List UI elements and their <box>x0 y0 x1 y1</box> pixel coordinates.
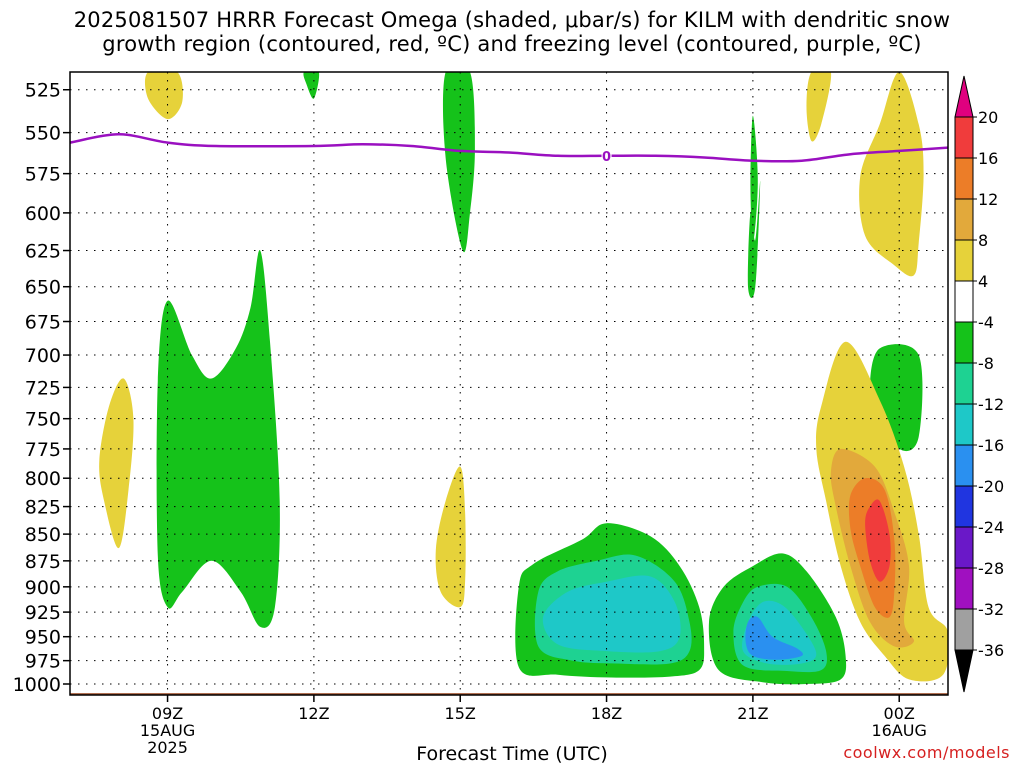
x-tick-date-09Z: 15AUG <box>140 721 195 740</box>
colorbar-label-0: 20 <box>978 108 998 127</box>
omega-region-21 <box>745 616 803 660</box>
omega-region-17 <box>542 575 681 653</box>
colorbar-label-4: 4 <box>978 272 988 291</box>
y-tick-label-900: 900 <box>25 577 61 599</box>
omega-region-9 <box>435 466 466 608</box>
colorbar-label-10: -24 <box>978 518 1004 537</box>
y-tick-label-975: 975 <box>25 651 61 673</box>
contour-overlay-layer: 0 <box>70 133 948 695</box>
omega-region-3 <box>806 72 832 142</box>
y-tick-label-550: 550 <box>25 123 61 145</box>
x-axis-title: Forecast Time (UTC) <box>416 743 608 765</box>
colorbar-box-5 <box>954 321 974 364</box>
colorbar-box-10 <box>954 526 974 569</box>
colorbar-box-9 <box>954 485 974 528</box>
colorbar-box-3 <box>954 239 974 282</box>
omega-region-2 <box>442 72 475 253</box>
x-tick-label-21Z: 21Z <box>737 704 768 723</box>
y-tick-label-575: 575 <box>25 164 61 186</box>
surface-ground <box>70 693 948 695</box>
colorbar-box-11 <box>954 567 974 610</box>
chart-title-line-2: growth region (contoured, red, ºC) and f… <box>102 32 922 56</box>
colorbar-top-tip <box>954 75 974 118</box>
colorbar-label-6: -8 <box>978 354 994 373</box>
omega-region-8 <box>156 250 280 628</box>
omega-region-7 <box>99 378 134 549</box>
freezing-level-contour <box>70 133 948 163</box>
x-tick-year-09Z: 2025 <box>147 738 188 757</box>
omega-region-0 <box>145 72 183 120</box>
y-tick-label-675: 675 <box>25 312 61 334</box>
x-tick-label-00Z: 00Z <box>884 704 915 723</box>
y-tick-label-725: 725 <box>25 377 61 399</box>
colorbar-bottom-tip <box>954 649 974 693</box>
y-tick-label-700: 700 <box>25 345 61 367</box>
colorbar-box-4 <box>954 280 974 323</box>
colorbar: 20 16 12 8 4 -4 -8 -12 -16 -20 -24 -28 -32 -36 <box>954 75 1004 693</box>
colorbar-box-8 <box>954 444 974 487</box>
colorbar-label-9: -20 <box>978 477 1004 496</box>
y-tick-label-800: 800 <box>25 468 61 490</box>
y-tick-label-925: 925 <box>25 602 61 624</box>
colorbar-label-3: 8 <box>978 231 988 250</box>
y-tick-label-600: 600 <box>25 203 61 225</box>
colorbar-label-13: -36 <box>978 641 1004 660</box>
colorbar-label-11: -28 <box>978 559 1004 578</box>
freezing-level-label: 0 <box>602 150 611 165</box>
chart-title-line-1: 2025081507 HRRR Forecast Omega (shaded, … <box>73 8 951 32</box>
colorbar-label-12: -32 <box>978 600 1004 619</box>
plot-frame <box>69 71 949 696</box>
omega-region-5 <box>747 180 761 298</box>
y-tick-label-825: 825 <box>25 497 61 519</box>
y-tick-label-850: 850 <box>25 524 61 546</box>
colorbar-box-6 <box>954 362 974 405</box>
colorbar-label-7: -12 <box>978 395 1004 414</box>
y-tick-label-650: 650 <box>25 277 61 299</box>
y-tick-label-1000: 1000 <box>13 674 61 696</box>
colorbar-box-7 <box>954 403 974 446</box>
colorbar-box-1 <box>954 157 974 200</box>
omega-region-10 <box>870 344 923 452</box>
omega-region-4 <box>859 72 924 277</box>
y-tick-label-875: 875 <box>25 551 61 573</box>
colorbar-box-2 <box>954 198 974 241</box>
x-tick-date-00Z: 16AUG <box>872 721 927 740</box>
y-tick-label-750: 750 <box>25 409 61 431</box>
colorbar-box-12 <box>954 608 974 651</box>
x-tick-label-15Z: 15Z <box>445 704 476 723</box>
colorbar-label-5: -4 <box>978 313 994 332</box>
omega-region-6 <box>750 115 758 244</box>
site-credit: coolwx.com/models <box>843 743 1010 762</box>
y-tick-label-525: 525 <box>25 80 61 102</box>
x-tick-label-12Z: 12Z <box>298 704 329 723</box>
colorbar-box-0 <box>954 116 974 159</box>
y-tick-label-625: 625 <box>25 241 61 263</box>
freezing-level-label-bg <box>601 148 612 163</box>
colorbar-label-2: 12 <box>978 190 998 209</box>
x-tick-label-18Z: 18Z <box>591 704 622 723</box>
y-tick-label-775: 775 <box>25 439 61 461</box>
colorbar-label-8: -16 <box>978 436 1004 455</box>
omega-shading-layer <box>99 72 948 685</box>
colorbar-label-1: 16 <box>978 149 998 168</box>
y-tick-label-950: 950 <box>25 627 61 649</box>
y-axis: 525 550 575 600 625 650 675 700 725 750 775 800 825 8… <box>13 80 70 696</box>
x-tick-label-09Z: 09Z <box>152 704 183 723</box>
omega-region-1 <box>303 72 320 99</box>
